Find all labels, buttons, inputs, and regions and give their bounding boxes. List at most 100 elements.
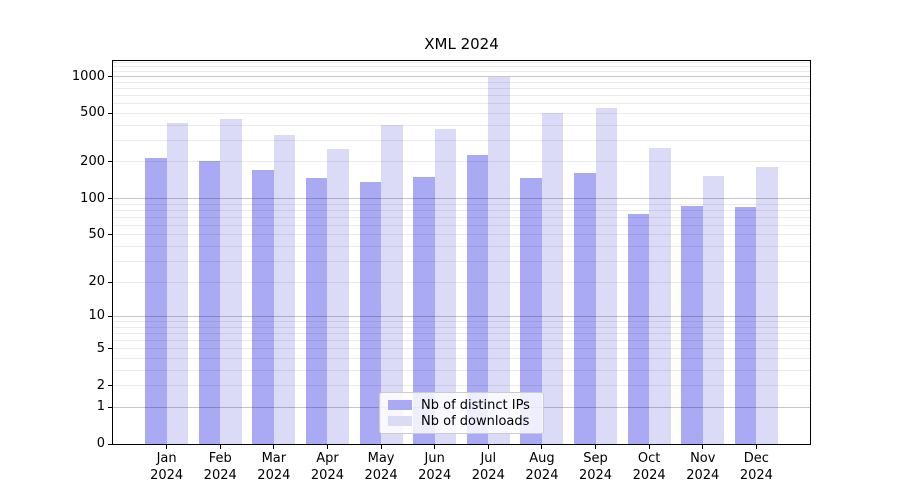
x-tick-jul	[487, 445, 489, 449]
x-tick-year-sep: 2024	[578, 468, 613, 483]
x-tick-year-jan: 2024	[150, 468, 184, 483]
grid-line-80	[113, 209, 810, 211]
bar-downloads-oct	[649, 148, 671, 444]
bar-ips-dec	[734, 207, 757, 444]
x-tick-label-jun: Jun 2024	[395, 450, 475, 484]
grid-line-9	[113, 321, 810, 323]
grid-line-5	[113, 348, 810, 350]
y-tick-label-1000: 1000	[71, 68, 105, 84]
x-tick-month-aug: Aug	[529, 451, 555, 466]
legend: Nb of distinct IPs Nb of downloads	[379, 392, 544, 434]
grid-line-700	[113, 94, 810, 96]
x-tick-label-apr: Apr 2024	[287, 450, 367, 484]
y-tick-1000	[108, 76, 112, 78]
x-tick-month-feb: Feb	[208, 451, 232, 466]
x-tick-year-mar: 2024	[257, 468, 291, 483]
grid-line-6	[113, 340, 810, 341]
y-tick-50	[108, 234, 112, 236]
bar-downloads-aug	[541, 113, 564, 444]
legend-swatch-distinct-ips	[388, 400, 412, 410]
y-tick-label-100: 100	[80, 190, 105, 206]
grid-line-8	[113, 326, 810, 328]
legend-row-downloads: Nb of downloads	[388, 414, 535, 429]
grid-line-90	[113, 203, 810, 205]
bar-ips-jan	[145, 158, 167, 444]
x-tick-label-sep: Sep 2024	[556, 450, 636, 484]
grid-line-3	[113, 369, 810, 371]
bar-downloads-jan	[166, 123, 189, 444]
bar-ips-aug	[520, 178, 542, 444]
y-tick-500	[108, 112, 112, 114]
y-tick-label-5: 5	[96, 340, 105, 356]
x-tick-apr	[326, 445, 328, 449]
bar-ips-sep	[574, 173, 596, 444]
x-tick-month-sep: Sep	[583, 451, 608, 466]
y-tick-0	[108, 443, 112, 445]
x-tick-month-apr: Apr	[316, 451, 339, 466]
bar-downloads-mar	[273, 135, 296, 444]
grid-line-60	[113, 224, 810, 226]
x-tick-feb	[219, 445, 221, 449]
x-tick-year-jun: 2024	[418, 468, 452, 483]
bar-downloads-jul	[488, 76, 510, 444]
bar-downloads-may	[381, 125, 403, 444]
grid-line-1100	[113, 70, 810, 72]
grid-line-40	[113, 245, 810, 247]
x-tick-aug	[541, 445, 543, 449]
y-tick-label-500: 500	[80, 105, 105, 121]
grid-line-400	[113, 124, 810, 126]
x-tick-label-mar: Mar 2024	[234, 450, 314, 484]
grid-line-800	[113, 87, 810, 89]
x-tick-sep	[595, 445, 597, 449]
x-tick-marks	[113, 61, 810, 449]
grid-line-20	[113, 281, 810, 283]
y-tick-label-0: 0	[96, 436, 105, 451]
legend-label-distinct-ips: Nb of distinct IPs	[421, 397, 530, 413]
bar-ips-oct	[627, 214, 650, 444]
chart-title: XML 2024	[424, 35, 499, 53]
bar-downloads-sep	[595, 107, 617, 444]
bar-ips-jul	[466, 155, 489, 444]
bar-ips-feb	[198, 161, 221, 444]
bar-downloads-nov	[702, 175, 725, 444]
x-tick-label-oct: Oct 2024	[609, 450, 689, 484]
x-tick-label-nov: Nov 2024	[663, 450, 743, 484]
x-tick-label-may: May 2024	[341, 450, 421, 484]
bar-downloads-dec	[756, 166, 778, 444]
x-tick-dec	[755, 445, 757, 449]
x-tick-year-aug: 2024	[525, 468, 559, 483]
grid-line-4	[113, 357, 810, 359]
y-tick-marks	[108, 61, 810, 445]
x-tick-label-jan: Jan 2024	[127, 450, 207, 484]
x-tick-month-jul: Jul	[480, 451, 497, 466]
x-tick-mar	[273, 445, 275, 449]
grid-line-70	[113, 216, 810, 218]
x-tick-month-may: May	[367, 451, 395, 466]
x-tick-jan	[166, 445, 168, 449]
x-tick-month-jan: Jan	[156, 451, 177, 466]
x-tick-label-dec: Dec 2024	[716, 450, 796, 484]
y-tick-label-200: 200	[80, 153, 105, 169]
y-tick-label-50: 50	[88, 226, 105, 242]
x-tick-year-oct: 2024	[632, 468, 666, 483]
grid-line-1000	[113, 76, 810, 78]
grid-line-30	[113, 260, 810, 262]
x-tick-year-jul: 2024	[471, 468, 505, 483]
y-tick-label-1: 1	[96, 399, 105, 415]
grid-line-1200	[113, 66, 810, 68]
bar-downloads-apr	[327, 149, 349, 444]
y-tick-10	[108, 315, 112, 317]
grid-line-500	[113, 112, 810, 114]
x-tick-month-oct: Oct	[637, 451, 661, 466]
y-tick-1	[108, 406, 112, 408]
bar-downloads-jun	[434, 129, 457, 444]
grid-line-50	[113, 234, 810, 236]
y-tick-5	[108, 348, 112, 350]
grid-line-600	[113, 103, 810, 105]
x-tick-month-nov: Nov	[690, 451, 716, 466]
grid-line-200	[113, 161, 810, 163]
legend-row-distinct-ips: Nb of distinct IPs	[388, 398, 535, 413]
bar-ips-may	[359, 181, 382, 444]
x-tick-year-may: 2024	[364, 468, 398, 483]
